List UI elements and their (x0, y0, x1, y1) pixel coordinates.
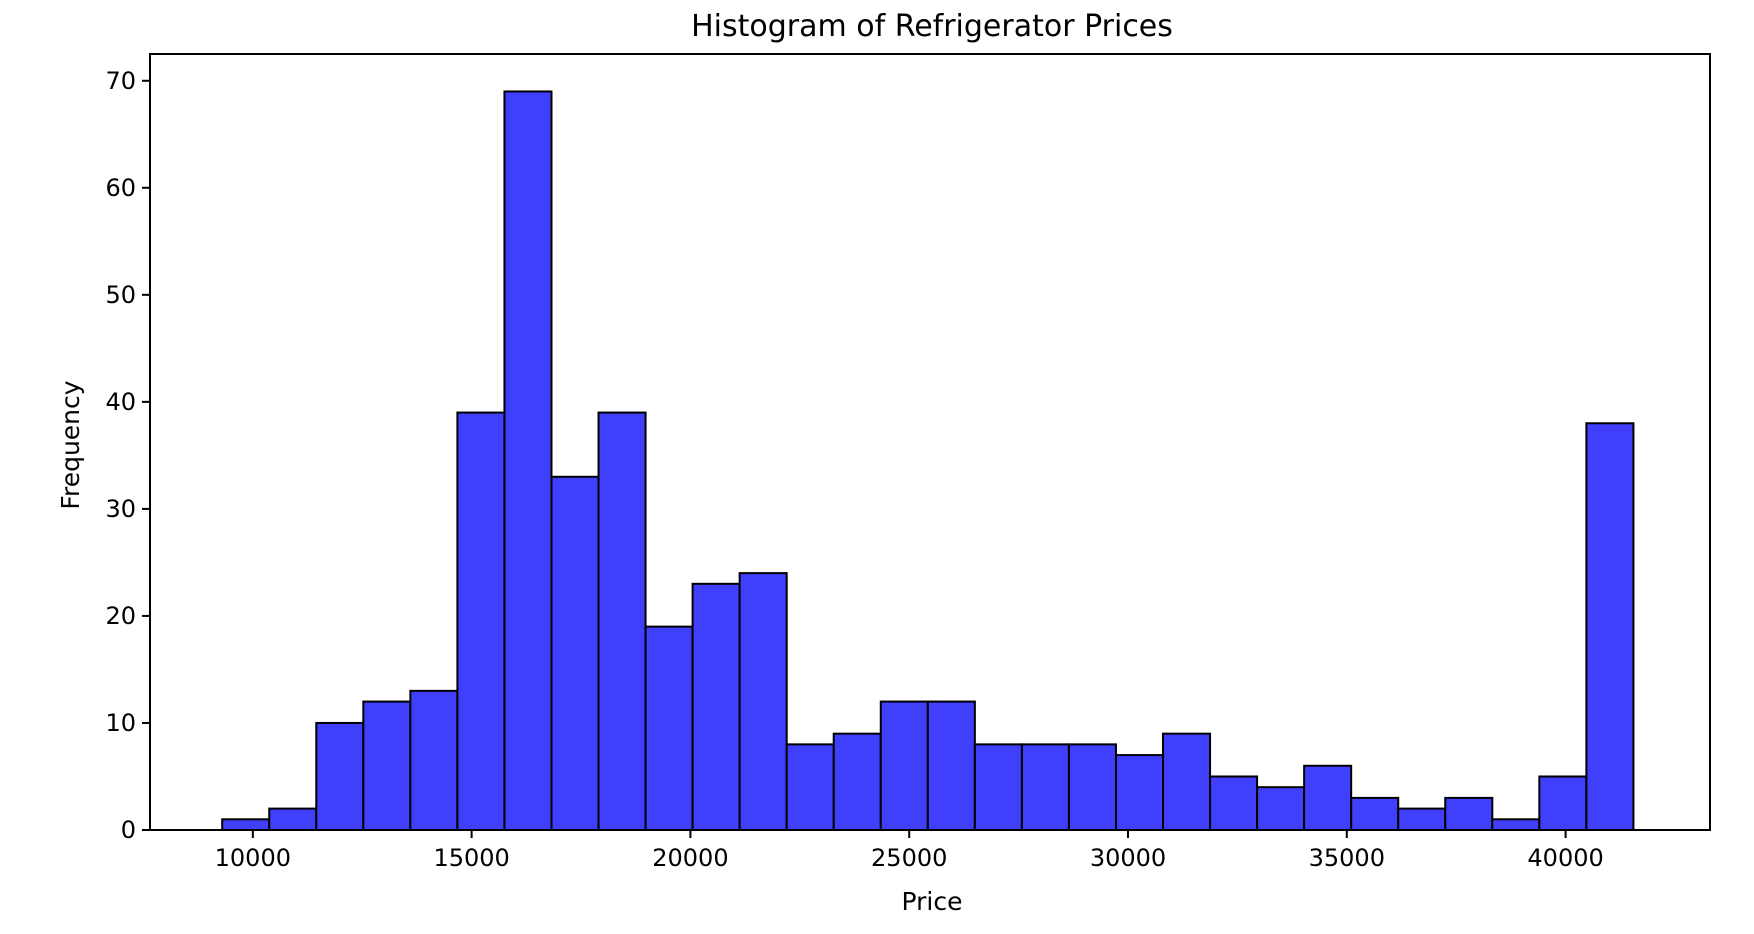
y-tick-label: 40 (105, 388, 136, 416)
histogram-bar-4 (409, 689, 459, 831)
histogram-bar-3 (362, 700, 412, 831)
x-tick-label: 30000 (1090, 844, 1166, 872)
y-tick-label: 60 (105, 174, 136, 202)
y-tick-label: 30 (105, 495, 136, 523)
histogram-bar-29 (1585, 422, 1635, 831)
histogram-bar-18 (1067, 743, 1117, 832)
histogram-bar-24 (1350, 796, 1400, 831)
y-axis-label: Frequency (56, 380, 85, 509)
histogram-bar-2 (315, 721, 365, 831)
histogram-bar-27 (1491, 818, 1541, 832)
histogram-bar-17 (1020, 743, 1070, 832)
x-tick-label: 15000 (433, 844, 509, 872)
histogram-bar-12 (785, 743, 835, 832)
histogram-bar-13 (832, 732, 882, 831)
histogram-bar-25 (1397, 807, 1447, 831)
y-tick-label: 50 (105, 281, 136, 309)
x-tick-label: 25000 (871, 844, 947, 872)
histogram-bar-9 (644, 625, 694, 831)
bars-group (221, 90, 1635, 832)
histogram-bar-0 (221, 818, 271, 832)
histogram-bar-7 (550, 475, 600, 831)
histogram-bar-22 (1256, 786, 1306, 832)
histogram-bar-8 (597, 411, 647, 831)
histogram-bar-28 (1538, 775, 1588, 832)
x-axis-ticks: 10000 15000 20000 25000 30000 35000 40000 (215, 830, 1604, 872)
histogram-bar-15 (926, 700, 976, 831)
y-tick-label: 0 (121, 816, 136, 844)
chart-title: Histogram of Refrigerator Prices (691, 9, 1173, 44)
histogram-bar-10 (691, 582, 741, 831)
histogram-bar-6 (503, 90, 553, 831)
x-tick-label: 40000 (1527, 844, 1603, 872)
histogram-bar-20 (1162, 732, 1212, 831)
y-tick-label: 10 (105, 709, 136, 737)
plot-frame (149, 53, 1711, 831)
histogram-bar-5 (456, 411, 506, 831)
x-tick-label: 10000 (215, 844, 291, 872)
histogram-bar-19 (1114, 754, 1165, 832)
x-tick-label: 35000 (1309, 844, 1385, 872)
histogram-bar-1 (268, 807, 318, 831)
x-axis-label: Price (902, 887, 963, 916)
x-tick-label: 20000 (652, 844, 728, 872)
y-tick-label: 70 (105, 67, 136, 95)
histogram-bar-14 (879, 700, 929, 831)
histogram-bar-26 (1444, 796, 1494, 831)
histogram-bar-21 (1209, 775, 1259, 832)
y-tick-label: 20 (105, 602, 136, 630)
y-axis-ticks: 0 10 20 30 40 50 60 70 (105, 67, 150, 844)
histogram-bar-16 (973, 743, 1023, 832)
histogram-bar-11 (738, 572, 788, 831)
histogram-bar-23 (1303, 764, 1353, 831)
